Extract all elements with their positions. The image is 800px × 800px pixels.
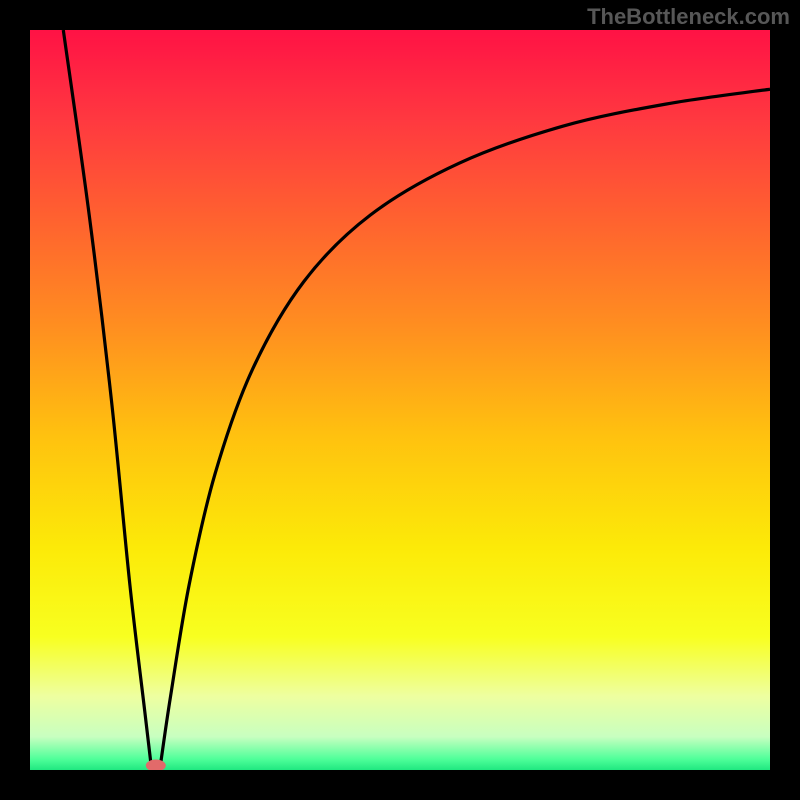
minimum-marker [146, 760, 166, 770]
curve-layer [30, 30, 770, 770]
chart-container: TheBottleneck.com [0, 0, 800, 800]
curve-left-branch [63, 30, 150, 761]
curve-right-branch [161, 89, 770, 761]
watermark-text: TheBottleneck.com [587, 4, 790, 30]
plot-area [30, 30, 770, 770]
